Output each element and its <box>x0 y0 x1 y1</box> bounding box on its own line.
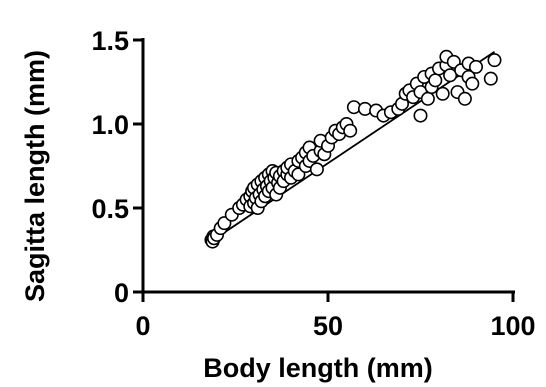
x-tick-label: 100 <box>490 311 535 341</box>
data-point <box>420 91 435 106</box>
data-point <box>483 71 498 86</box>
data-point <box>343 123 358 138</box>
y-tick-label: 1.0 <box>91 110 129 140</box>
x-tick-label: 0 <box>135 311 150 341</box>
y-tick-label: 0 <box>114 278 129 308</box>
data-point <box>428 73 443 88</box>
data-point <box>487 53 502 68</box>
data-point <box>413 108 428 123</box>
x-ticks: 0 50 100 <box>135 292 536 341</box>
y-tick-label: 1.5 <box>91 26 129 56</box>
data-points-layer <box>204 49 502 249</box>
y-ticks: 0 0.5 1.0 1.5 <box>91 26 143 308</box>
data-point <box>309 162 324 177</box>
data-point <box>468 59 483 74</box>
data-point <box>465 76 480 91</box>
data-point <box>435 86 450 101</box>
x-tick-label: 50 <box>313 311 343 341</box>
data-point <box>457 91 472 106</box>
data-point <box>443 68 458 83</box>
y-tick-label: 0.5 <box>91 194 129 224</box>
y-axis-title: Sagitta length (mm) <box>20 50 50 302</box>
x-axis-title: Body length (mm) <box>203 353 433 383</box>
